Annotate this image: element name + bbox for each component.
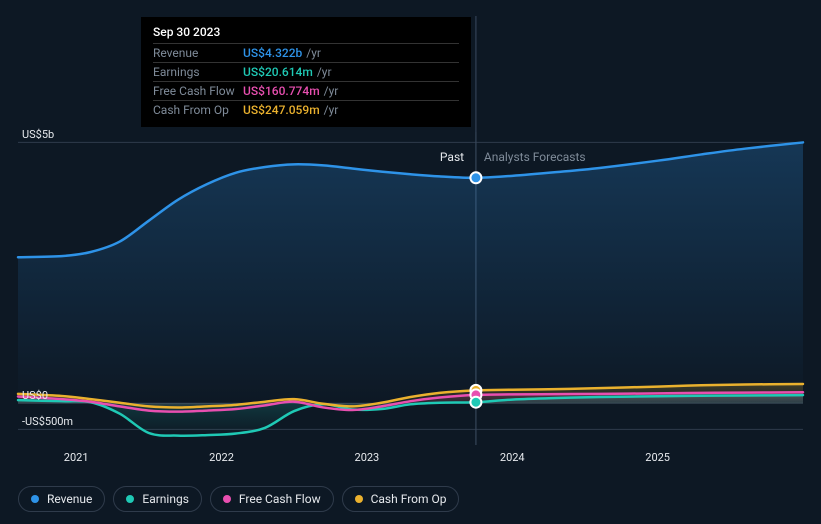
financials-chart: Sep 30 2023 RevenueUS$4.322b/yrEarningsU… [0, 0, 821, 524]
tooltip-row-label: Revenue [153, 46, 243, 60]
y-axis-label: US$0 [22, 389, 48, 402]
legend-dot-icon [126, 495, 134, 503]
tooltip-row-label: Cash From Op [153, 103, 243, 117]
area-revenue [18, 142, 803, 403]
tooltip-row: RevenueUS$4.322b/yr [153, 43, 459, 62]
tooltip-row: EarningsUS$20.614m/yr [153, 62, 459, 81]
legend-item-label: Free Cash Flow [239, 492, 321, 506]
legend-item-label: Earnings [142, 492, 189, 506]
chart-legend: Revenue Earnings Free Cash Flow Cash From O… [18, 486, 459, 512]
tooltip-date: Sep 30 2023 [153, 25, 459, 43]
x-axis-label: 2024 [500, 451, 525, 464]
legend-item-cash_op[interactable]: Cash From Op [342, 486, 460, 512]
tooltip-row-value: US$20.614m [243, 65, 313, 79]
tooltip-row-unit: /yr [324, 84, 339, 98]
legend-item-label: Cash From Op [371, 492, 447, 506]
chart-tooltip: Sep 30 2023 RevenueUS$4.322b/yrEarningsU… [141, 17, 471, 127]
tooltip-row-value: US$247.059m [243, 103, 320, 117]
tooltip-row-label: Free Cash Flow [153, 84, 243, 98]
tooltip-row: Cash From OpUS$247.059m/yr [153, 100, 459, 119]
tooltip-row: Free Cash FlowUS$160.774m/yr [153, 81, 459, 100]
legend-item-earnings[interactable]: Earnings [113, 486, 202, 512]
tooltip-row-unit: /yr [317, 65, 332, 79]
past-section-label: Past [440, 150, 464, 164]
cursor-marker-revenue [470, 172, 481, 183]
legend-dot-icon [355, 495, 363, 503]
legend-item-label: Revenue [47, 492, 92, 506]
legend-dot-icon [31, 495, 39, 503]
y-axis-label: US$5b [22, 128, 54, 141]
x-axis-label: 2022 [209, 451, 234, 464]
tooltip-row-value: US$4.322b [243, 46, 302, 60]
legend-item-fcf[interactable]: Free Cash Flow [210, 486, 334, 512]
x-axis-label: 2025 [645, 451, 670, 464]
x-axis-label: 2021 [64, 451, 89, 464]
tooltip-row-value: US$160.774m [243, 84, 320, 98]
tooltip-row-unit: /yr [306, 46, 321, 60]
forecast-section-label: Analysts Forecasts [484, 150, 586, 164]
y-axis-label: -US$500m [22, 415, 73, 428]
tooltip-row-label: Earnings [153, 65, 243, 79]
cursor-marker-earnings [470, 397, 481, 408]
tooltip-row-unit: /yr [324, 103, 339, 117]
x-axis-label: 2023 [355, 451, 380, 464]
legend-item-revenue[interactable]: Revenue [18, 486, 105, 512]
legend-dot-icon [223, 495, 231, 503]
